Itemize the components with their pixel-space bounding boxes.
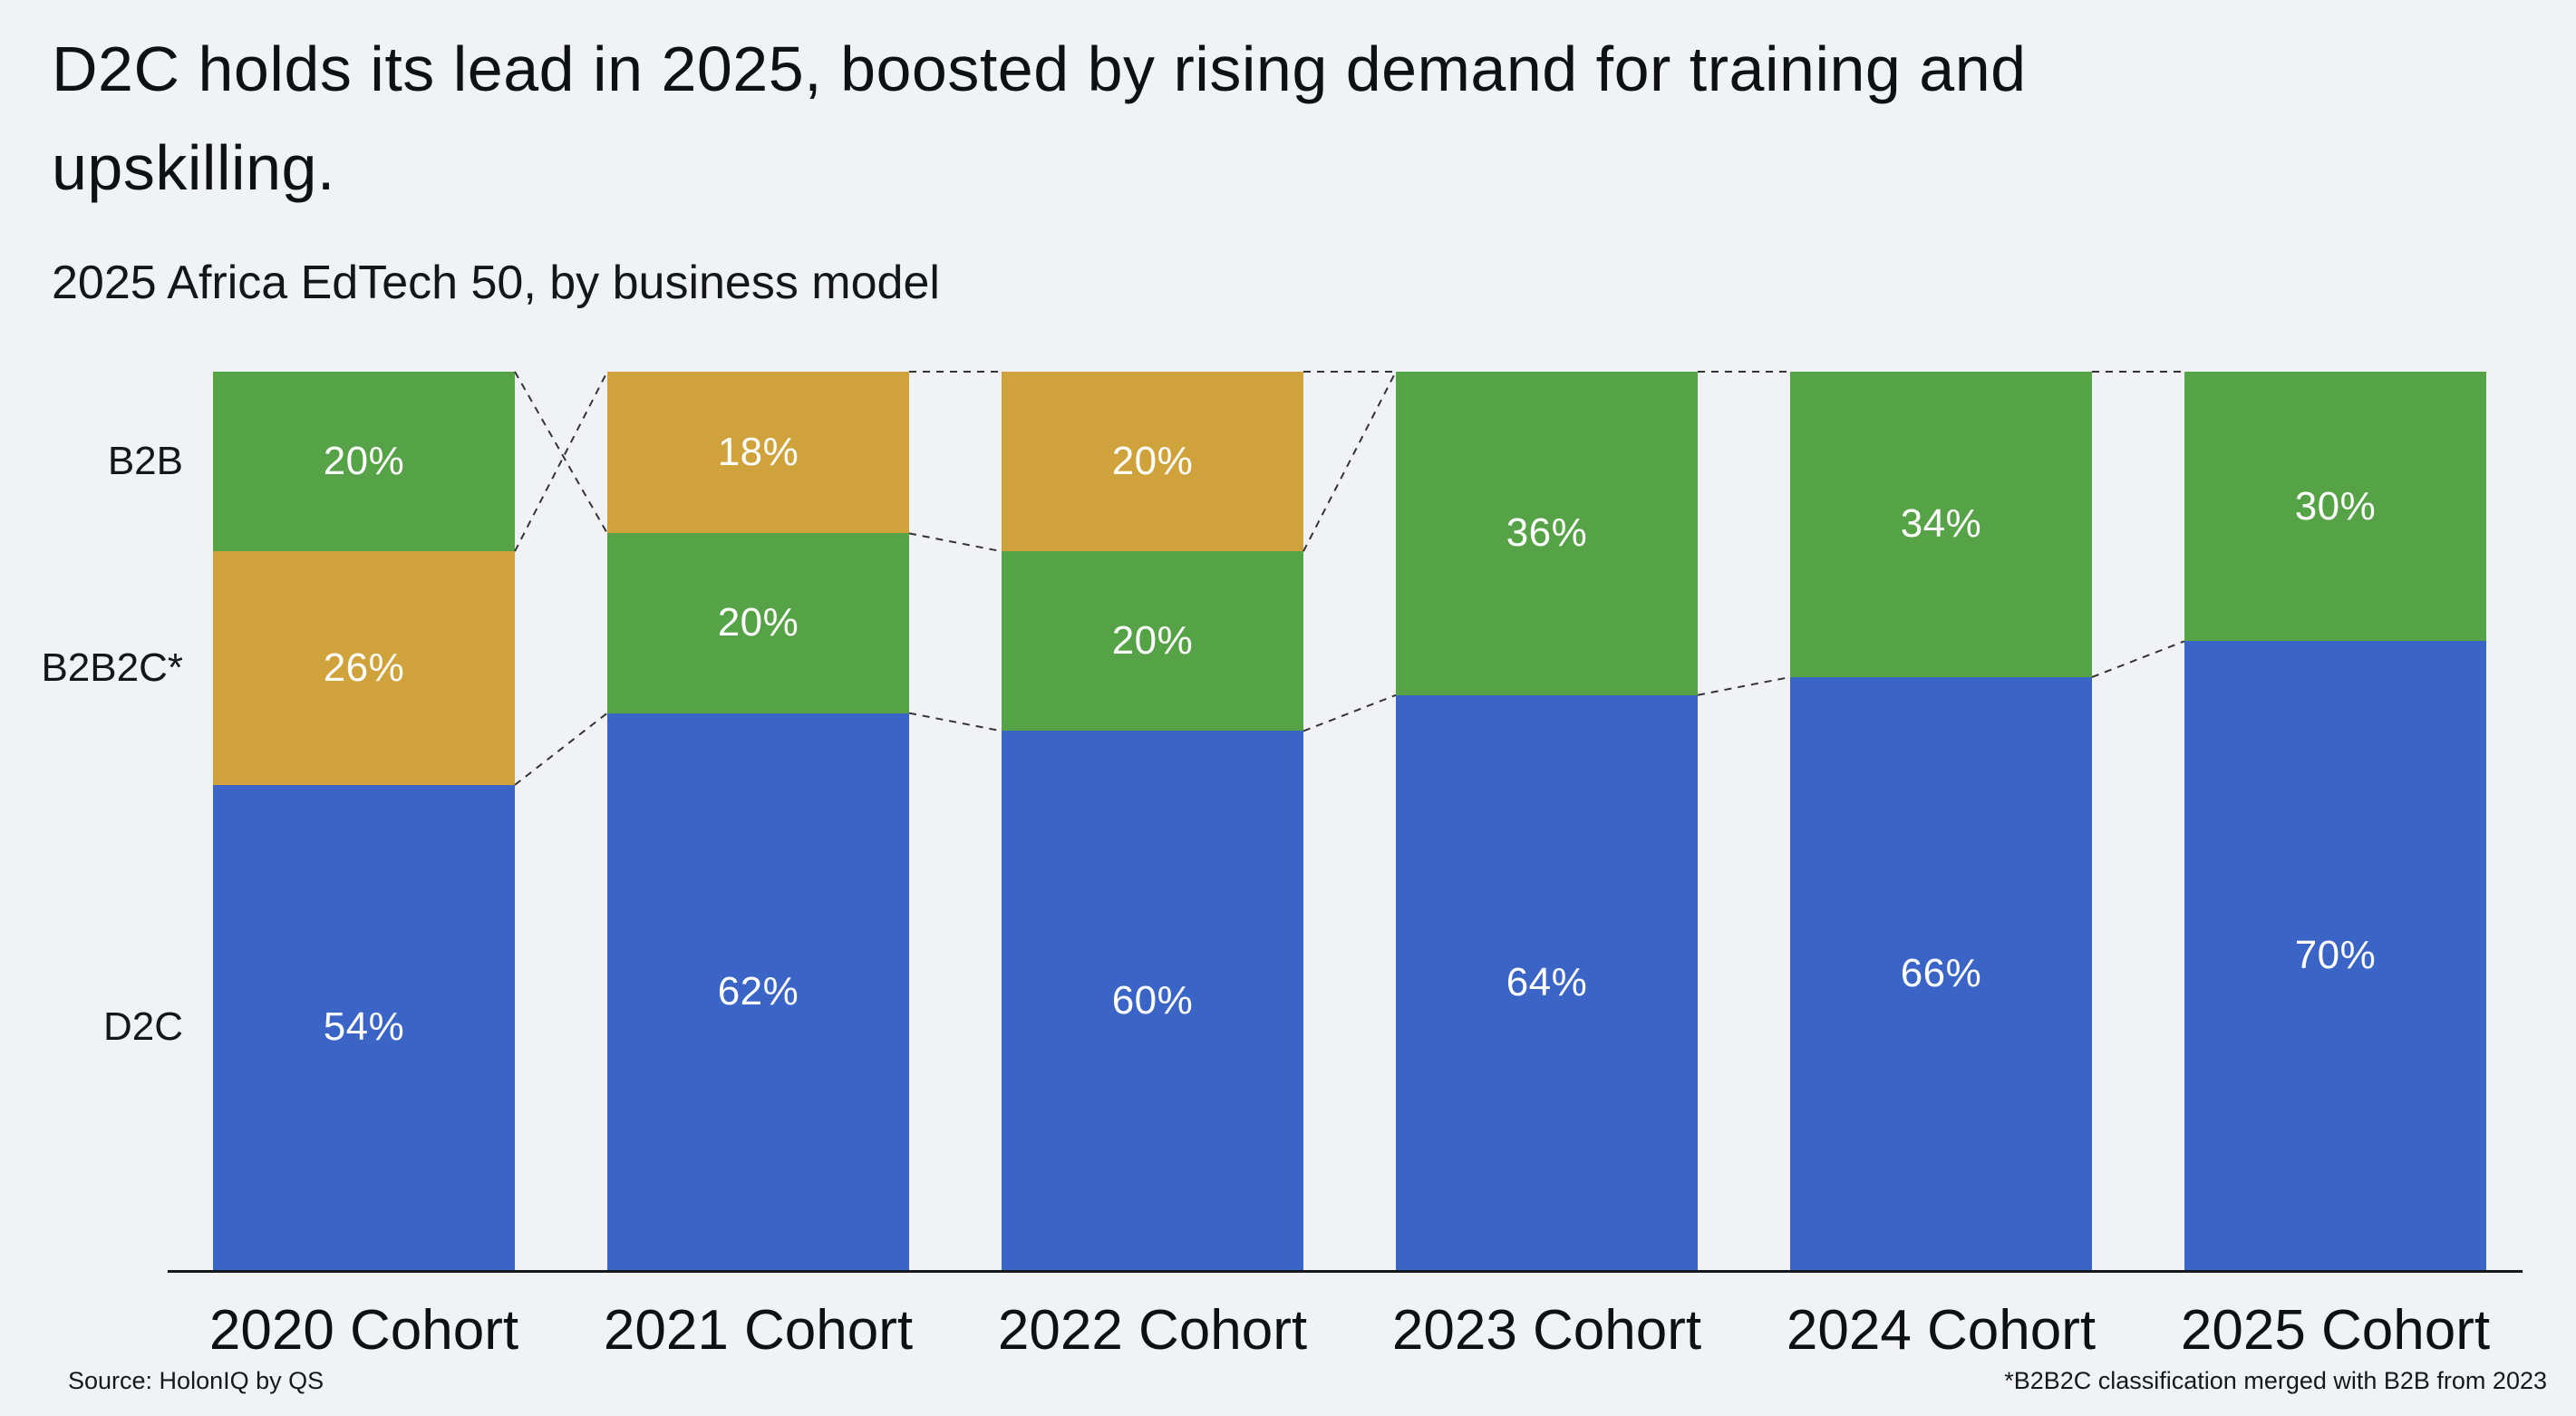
segment-value-label: 18% bbox=[717, 430, 799, 475]
bar-2020-cohort: 20% 26% 54% bbox=[213, 372, 515, 1270]
segment-value-label: 20% bbox=[1111, 439, 1194, 484]
segment-d2c: 66% bbox=[1790, 676, 2092, 1270]
segment-value-label: 60% bbox=[1111, 977, 1194, 1023]
segment-value-label: 70% bbox=[2294, 933, 2377, 978]
connector-d2c-2 bbox=[1303, 693, 1397, 732]
bar-2024-cohort: 34% 66% bbox=[1790, 372, 2092, 1270]
connector-b2b-0 bbox=[514, 371, 608, 534]
segment-value-label: 62% bbox=[717, 968, 799, 1014]
segment-b2b: 34% bbox=[1790, 372, 2092, 677]
x-axis-label-2024-cohort: 2024 Cohort bbox=[1786, 1299, 2097, 1362]
segment-value-label: 20% bbox=[1111, 618, 1194, 664]
segment-b2b: 30% bbox=[2184, 372, 2486, 642]
segment-b2b: 36% bbox=[1396, 372, 1698, 695]
x-axis-label-2021-cohort: 2021 Cohort bbox=[603, 1299, 914, 1362]
x-axis-label-2022-cohort: 2022 Cohort bbox=[997, 1299, 1308, 1362]
segment-b2b2c: 26% bbox=[213, 551, 515, 785]
bar-2022-cohort: 20% 20% 60% bbox=[1002, 372, 1303, 1270]
connector-d2c-3 bbox=[1697, 675, 1791, 696]
segment-value-label: 20% bbox=[323, 439, 405, 484]
segment-d2c: 54% bbox=[213, 784, 515, 1270]
x-axis-label-2020-cohort: 2020 Cohort bbox=[208, 1299, 519, 1362]
chart-title-line1: D2C holds its lead in 2025, boosted by r… bbox=[52, 34, 2027, 104]
chart-title-line2: upskilling. bbox=[52, 132, 335, 203]
source-note: Source: HolonIQ by QS bbox=[68, 1367, 324, 1394]
connector-b2b-2 bbox=[1303, 371, 1397, 552]
x-axis-label-2025-cohort: 2025 Cohort bbox=[2180, 1299, 2491, 1362]
segment-value-label: 34% bbox=[1900, 501, 1982, 547]
segment-d2c: 64% bbox=[1396, 694, 1698, 1270]
row-label-d2c: D2C bbox=[102, 1004, 183, 1050]
segment-value-label: 26% bbox=[323, 645, 405, 691]
segment-d2c: 60% bbox=[1002, 731, 1303, 1270]
segment-value-label: 54% bbox=[323, 1004, 405, 1050]
segment-d2c: 62% bbox=[607, 713, 909, 1270]
chart-title: D2C holds its lead in 2025, boosted by r… bbox=[52, 20, 2027, 218]
bar-2025-cohort: 30% 70% bbox=[2184, 372, 2486, 1270]
segment-b2b2c: 20% bbox=[1002, 372, 1303, 552]
footnote: *B2B2C classification merged with B2B fr… bbox=[2004, 1367, 2547, 1394]
connector-b2b-1 bbox=[908, 532, 1002, 553]
x-axis-label-2023-cohort: 2023 Cohort bbox=[1391, 1299, 1702, 1362]
segment-d2c: 70% bbox=[2184, 641, 2486, 1270]
row-label-b2b2c: B2B2C* bbox=[41, 645, 183, 691]
connector-d2c-1 bbox=[908, 712, 1002, 732]
segment-value-label: 36% bbox=[1506, 510, 1588, 556]
segment-b2b: 20% bbox=[607, 533, 909, 713]
segment-b2b: 20% bbox=[1002, 551, 1303, 732]
row-label-b2b: B2B bbox=[107, 439, 183, 484]
bar-2021-cohort: 18% 20% 62% bbox=[607, 372, 909, 1270]
x-axis-line bbox=[168, 1270, 2523, 1273]
segment-value-label: 64% bbox=[1506, 959, 1588, 1004]
connector-d2c-0 bbox=[514, 712, 608, 786]
chart-subtitle: 2025 Africa EdTech 50, by business model bbox=[52, 257, 940, 309]
connector-b2b2c-0 bbox=[514, 371, 608, 552]
segment-value-label: 66% bbox=[1900, 950, 1982, 995]
segment-b2b: 20% bbox=[213, 372, 515, 552]
segment-b2b2c: 18% bbox=[607, 372, 909, 534]
segment-value-label: 20% bbox=[717, 600, 799, 645]
bar-2023-cohort: 36% 64% bbox=[1396, 372, 1698, 1270]
segment-value-label: 30% bbox=[2294, 483, 2377, 529]
connector-d2c-4 bbox=[2091, 640, 2185, 678]
